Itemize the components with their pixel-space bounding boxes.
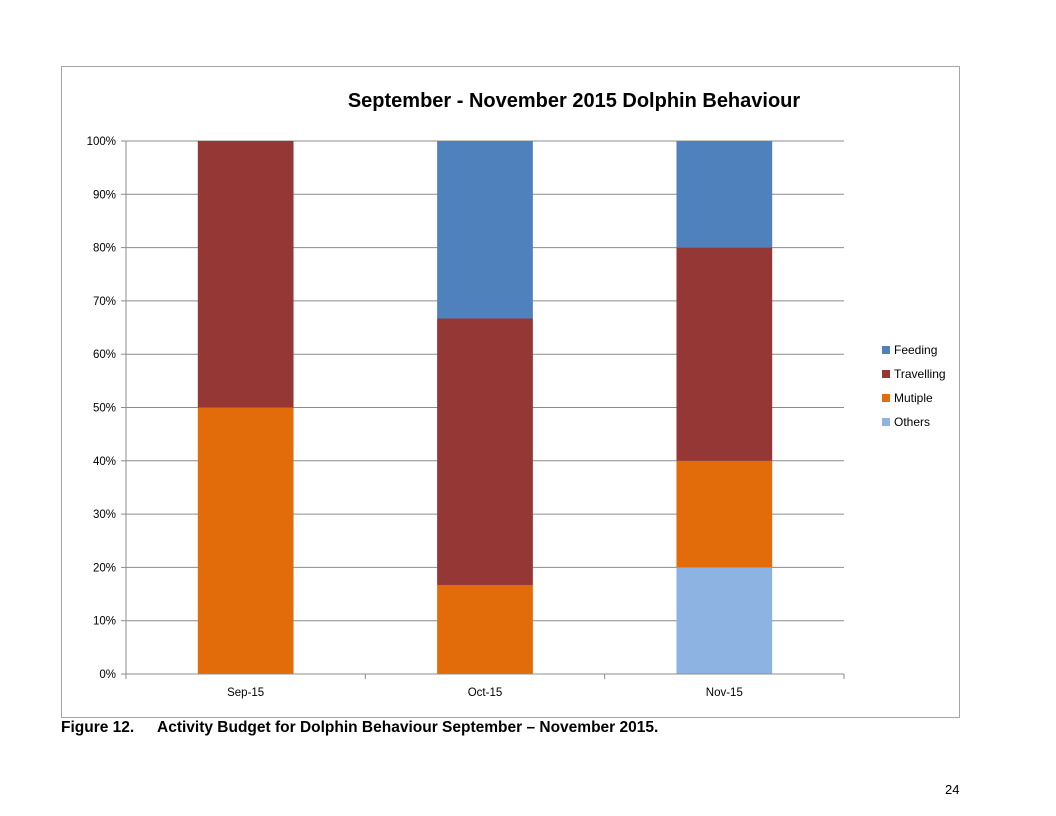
legend-label-mutiple: Mutiple: [894, 391, 933, 405]
bar-segment-travelling: [676, 247, 773, 461]
figure-number: Figure 12.: [61, 719, 135, 736]
y-tick-label: 60%: [93, 349, 116, 361]
bar-segment-mutiple: [676, 460, 773, 568]
bar-segment-others: [676, 567, 773, 674]
x-tick-label: Nov-15: [706, 687, 743, 699]
legend-swatch-travelling: [882, 370, 890, 378]
y-tick-label: 0%: [99, 669, 116, 681]
bars: [197, 141, 773, 674]
axes: 0% 10% 20% 30% 40% 50% 60% 70% 80% 90% 100% Sep-15 O…: [87, 136, 845, 699]
chart-frame: September - November 2015 Dolphin Behavi…: [61, 66, 960, 718]
x-tick-label: Oct-15: [468, 687, 503, 699]
bar-segment-travelling: [197, 141, 294, 408]
legend-label-feeding: Feeding: [894, 343, 937, 357]
bar-segment-feeding: [437, 141, 533, 319]
x-tick-label: Sep-15: [227, 687, 264, 699]
legend: Feeding Travelling Mutiple Others: [882, 343, 946, 429]
stacked-bar-chart: September - November 2015 Dolphin Behavi…: [87, 90, 946, 699]
y-tick-label: 70%: [93, 296, 116, 308]
bar-segment-mutiple: [197, 407, 294, 674]
legend-swatch-mutiple: [882, 394, 890, 402]
y-tick-label: 40%: [93, 456, 116, 468]
bar-segment-travelling: [437, 318, 533, 585]
legend-label-others: Others: [894, 415, 930, 429]
figure-caption: Figure 12. Activity Budget for Dolphin Be…: [61, 719, 658, 737]
legend-swatch-feeding: [882, 346, 890, 354]
legend-swatch-others: [882, 418, 890, 426]
y-tick-label: 10%: [93, 616, 116, 628]
y-tick-label: 100%: [87, 136, 116, 148]
bar-segment-mutiple: [437, 584, 533, 674]
chart-title: September - November 2015 Dolphin Behavi…: [348, 90, 801, 112]
y-tick-label: 30%: [93, 509, 116, 521]
page-number: 24: [945, 782, 960, 797]
bar-segment-feeding: [676, 141, 773, 248]
legend-label-travelling: Travelling: [894, 367, 946, 381]
y-tick-label: 50%: [93, 403, 116, 415]
y-tick-label: 90%: [93, 189, 116, 201]
y-tick-label: 80%: [93, 243, 116, 255]
y-tick-label: 20%: [93, 562, 116, 574]
figure-caption-text: Activity Budget for Dolphin Behaviour Se…: [157, 719, 659, 736]
